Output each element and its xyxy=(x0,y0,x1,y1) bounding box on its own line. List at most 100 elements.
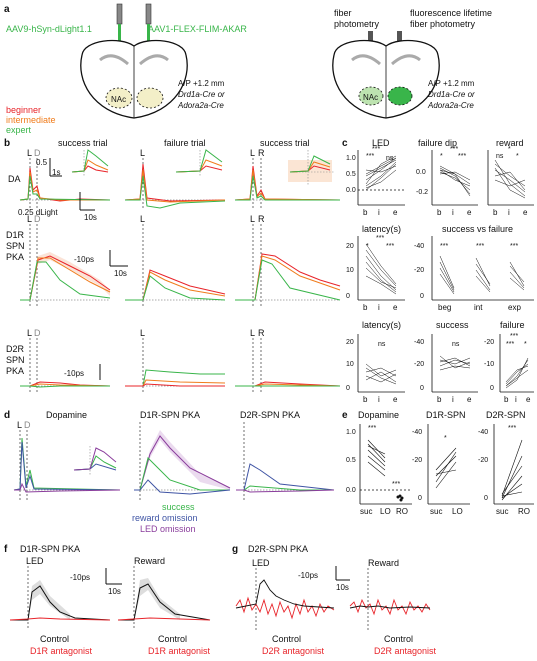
c-lat-title: latency(s) xyxy=(362,224,401,234)
panel-label-b: b xyxy=(4,138,10,149)
g-antagonist-1: D2R antagonist xyxy=(262,646,325,656)
b-d2-c1-L: L xyxy=(27,328,32,338)
f-title: D1R-SPN PKA xyxy=(20,544,80,554)
c-succ-title: success xyxy=(436,320,469,330)
g-scale-x: 10s xyxy=(336,583,349,592)
c-svf-title: success vs failure xyxy=(442,224,513,234)
c-rew-x1: b xyxy=(493,208,498,217)
d-event-lines xyxy=(19,422,245,500)
c-svf-x2: int xyxy=(474,303,483,312)
b-row-da: DA xyxy=(8,174,21,184)
e-ytick1-1: 1.0 xyxy=(346,429,356,436)
c-lat-lines xyxy=(365,243,397,295)
b-row-d1-2: SPN xyxy=(6,241,25,251)
e-x3-1: suc xyxy=(496,507,508,516)
b-da-c1-L: L xyxy=(27,148,32,158)
g-sub-led: LED xyxy=(252,558,270,568)
d-title-3: D2R-SPN PKA xyxy=(240,410,300,420)
g-control-1: Control xyxy=(272,634,301,644)
virus2-label: AAV1-FLEX-FLIM-AKAR xyxy=(148,24,247,34)
panel-label-d: d xyxy=(4,410,10,421)
c-rew-x3: e xyxy=(523,208,528,217)
c-rew-title: reward xyxy=(496,138,524,148)
c-rew-sig1: * xyxy=(508,146,511,153)
c-fail-x2: i xyxy=(515,395,517,404)
c-fail-ytick2: -10 xyxy=(484,361,494,368)
c-fail-axes xyxy=(499,334,534,393)
c-rew-sig2: ns xyxy=(496,153,504,160)
f-scale-y: -10ps xyxy=(70,573,90,582)
panel-label-a: a xyxy=(4,4,10,15)
c-lat2-lines xyxy=(365,363,397,385)
b-d1-c2-L: L xyxy=(140,214,145,224)
g-control-2: Control xyxy=(384,634,413,644)
e-ytick3-2: -20 xyxy=(478,457,488,464)
c-lat-axes xyxy=(357,236,405,301)
c-led-ytick1: 1.0 xyxy=(346,155,356,162)
b-col2-title: failure trial xyxy=(164,138,206,148)
c-dip-lines xyxy=(439,165,471,197)
g-title: D2R-SPN PKA xyxy=(248,544,308,554)
photometry-label: photometry xyxy=(334,19,380,29)
c-succ-x1: b xyxy=(437,395,442,404)
c-lat2-title: latency(s) xyxy=(362,320,401,330)
b-row-d1-1: D1R xyxy=(6,230,25,240)
e-ytick1-3: 0.0 xyxy=(346,487,356,494)
b-d2-c1-D: D xyxy=(34,328,41,338)
c-svf-x1: beg xyxy=(438,303,451,312)
c-succ-x3: e xyxy=(467,395,472,404)
c-led-ytick2: 0.5 xyxy=(346,171,356,178)
g-sub-reward: Reward xyxy=(368,558,399,568)
legend-expert: expert xyxy=(6,125,32,135)
b-row-d2-3: PKA xyxy=(6,366,24,376)
panel-label-e: e xyxy=(342,410,348,421)
b-event-lines xyxy=(29,158,262,394)
c-lat2-ytick2: 10 xyxy=(346,361,354,368)
b-scalebars xyxy=(49,158,128,380)
legend-intermediate: intermediate xyxy=(6,115,56,125)
virus1-label: AAV9-hSyn-dLight1.1 xyxy=(6,24,92,34)
c-succ-ytick1: -40 xyxy=(414,339,424,346)
b-da-c3-R: R xyxy=(258,148,265,158)
f-scale-x: 10s xyxy=(108,587,121,596)
c-lat2-x3: e xyxy=(393,395,398,404)
e-ytick2-1: -40 xyxy=(412,429,422,436)
b-inset-yscale: 0.5 xyxy=(36,158,48,167)
e-ytick1-2: 0.5 xyxy=(346,457,356,464)
c-dip-x2: i xyxy=(452,208,454,217)
c-led-title: LED xyxy=(372,138,390,148)
e-x1-2: LO xyxy=(380,507,391,516)
c-lat2-x1: b xyxy=(363,395,368,404)
b-da-insets xyxy=(71,149,334,186)
c-dip-sig3: *** xyxy=(458,153,466,160)
d-traces xyxy=(13,430,335,495)
c-svf-axes xyxy=(431,236,534,301)
c-lat2-sig: ns xyxy=(378,341,386,348)
c-svf-ytick1: -40 xyxy=(414,243,424,250)
b-d1-c3-R: R xyxy=(258,214,265,224)
c-succ-sig: ns xyxy=(452,341,460,348)
panel-label-g: g xyxy=(232,544,238,555)
c-dip-axes xyxy=(431,150,478,206)
f-control-2: Control xyxy=(158,634,187,644)
e-lines xyxy=(367,439,523,501)
c-succ-ytick2: -20 xyxy=(414,361,424,368)
b-da-c3-L: L xyxy=(250,148,255,158)
c-succ-x2: i xyxy=(452,395,454,404)
d-legend-led-omission: LED omission xyxy=(140,524,196,534)
c-led-sig1: *** xyxy=(372,146,380,153)
panel-label-f: f xyxy=(4,544,8,555)
c-lat2-ytick1: 20 xyxy=(346,339,354,346)
c-lat2-x2: i xyxy=(378,395,380,404)
c-succ-axes xyxy=(431,334,478,393)
c-led-ytick3: 0.0 xyxy=(346,187,356,194)
c-succ-lines xyxy=(439,355,471,371)
c-succ-ytick3: 0 xyxy=(420,385,424,392)
d-legend-success: success xyxy=(162,502,195,512)
e-sig3: * xyxy=(444,435,447,442)
c-svf-ytick2: -20 xyxy=(414,267,424,274)
e-ytick3-3: 0 xyxy=(484,495,488,502)
fluor-label-1: fluorescence lifetime xyxy=(410,8,492,18)
c-fail-title: failure xyxy=(500,320,525,330)
b-col3-title: success trial xyxy=(260,138,310,148)
